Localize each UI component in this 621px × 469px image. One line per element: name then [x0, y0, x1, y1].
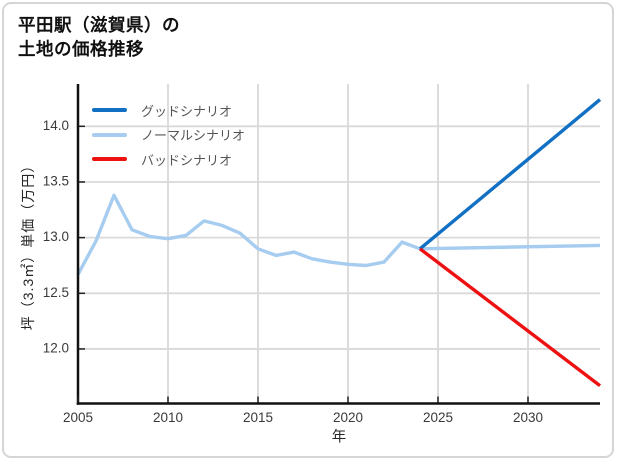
legend-item-1: グッドシナリオ	[92, 98, 245, 123]
legend-label: グッドシナリオ	[141, 103, 233, 119]
y-axis-label: 坪（3.3㎡）単価（万円）	[20, 157, 36, 331]
chart-title-line2: 土地の価格推移	[18, 39, 144, 59]
legend-swatch	[92, 132, 127, 137]
x-tick-label: 2025	[423, 410, 453, 425]
y-tick-label: 12.0	[43, 341, 69, 356]
x-tick-label: 2015	[243, 410, 273, 425]
chart-title: 平田駅（滋賀県）の 土地の価格推移	[18, 13, 180, 61]
legend-swatch	[92, 157, 127, 162]
y-tick-label: 13.0	[43, 229, 69, 244]
price-trend-chart: 2005 2010 2015 2020 2025 2030 12.0 12.5 13.0 13.5…	[43, 84, 602, 425]
chart-card: 平田駅（滋賀県）の 土地の価格推移 2005 2010 2015 2020 2025 20…	[2, 2, 614, 458]
legend-item-3: バッドシナリオ	[92, 147, 245, 172]
legend-swatch	[92, 108, 127, 113]
chart-title-line1: 平田駅（滋賀県）の	[18, 15, 180, 35]
series-line-good	[418, 98, 602, 251]
x-tick-label: 2005	[63, 410, 93, 425]
x-tick-label: 2020	[333, 410, 363, 425]
y-tick-label: 12.5	[43, 285, 69, 300]
legend-label: ノーマルシナリオ	[141, 128, 246, 144]
legend-item-2: ノーマルシナリオ	[92, 123, 245, 148]
x-tick-label: 2010	[153, 410, 183, 425]
series-line-normal	[76, 193, 601, 276]
x-axis-label: 年	[331, 429, 347, 446]
legend-label: バッドシナリオ	[141, 152, 233, 168]
y-tick-label: 13.5	[43, 174, 69, 189]
y-tick-label: 14.0	[43, 118, 69, 133]
x-tick-label: 2030	[513, 410, 543, 425]
legend: グッドシナリオ ノーマルシナリオ バッドシナリオ	[92, 98, 245, 172]
series-line-bad	[418, 247, 602, 388]
